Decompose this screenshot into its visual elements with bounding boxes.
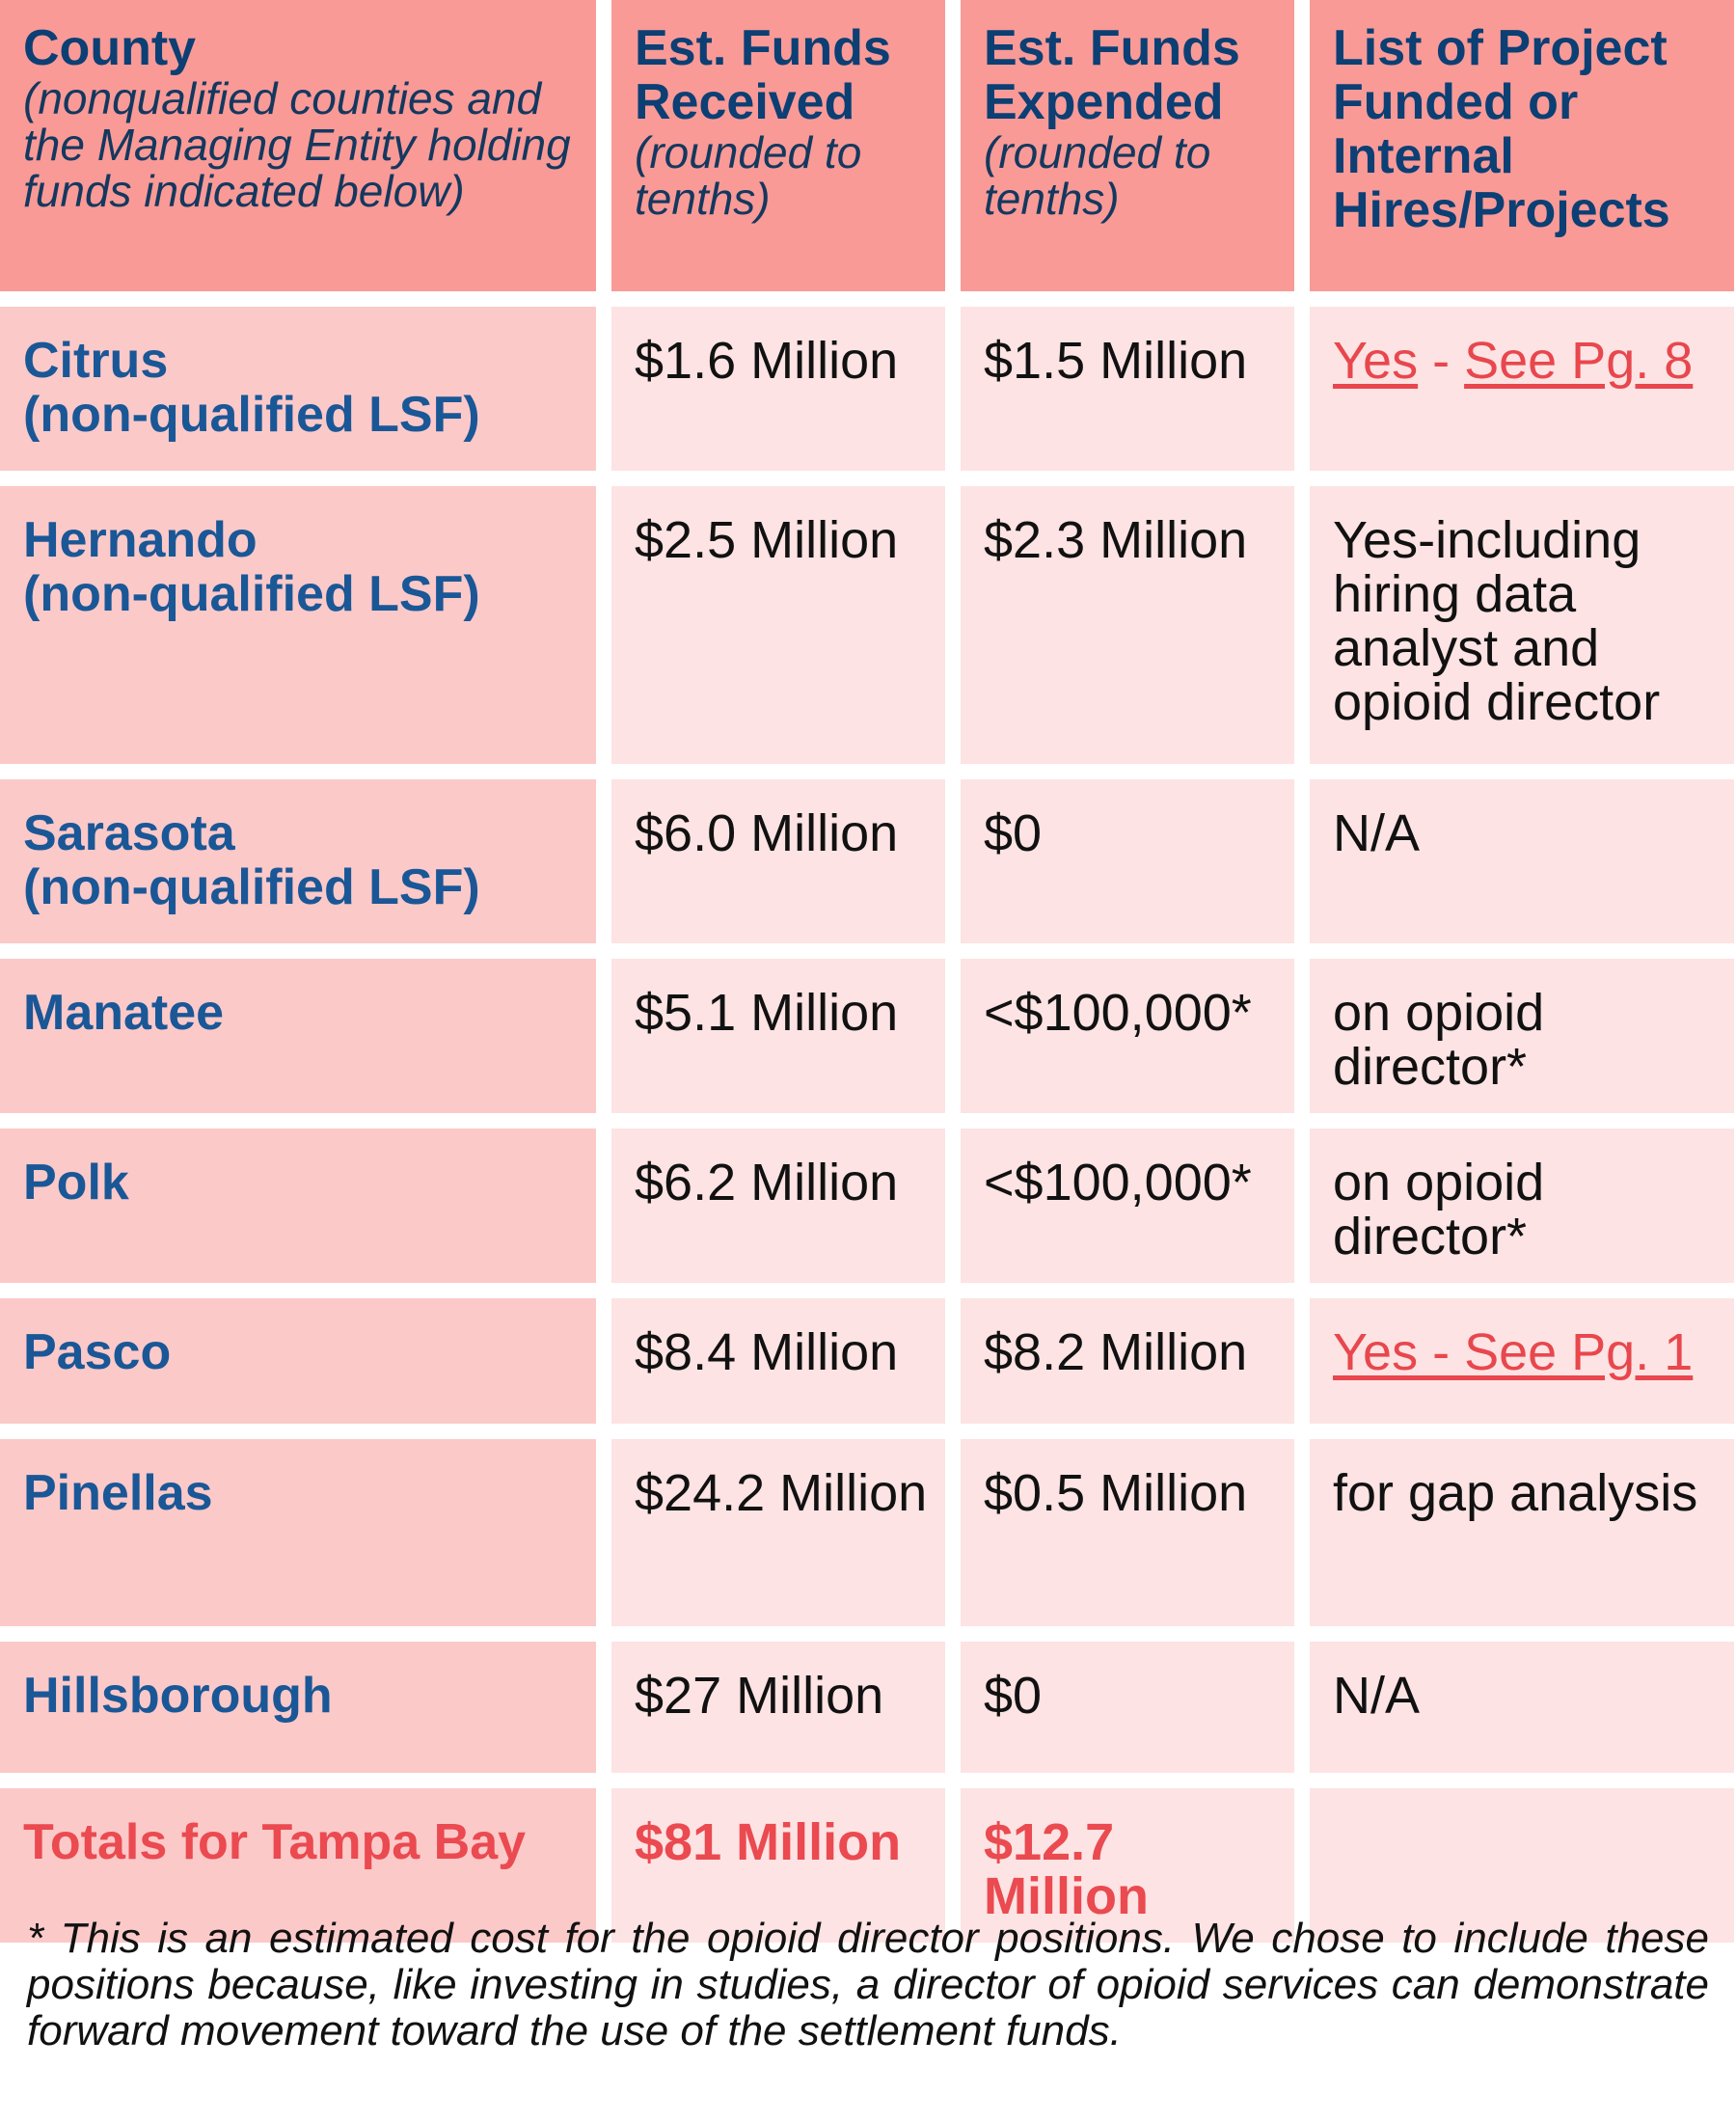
county-name: Manatee — [23, 985, 225, 1041]
header-projects-title: List of Project Funded or Internal Hires… — [1333, 20, 1670, 238]
projects-cell: Yes - See Pg. 1 — [1310, 1298, 1734, 1424]
projects-cell: N/A — [1310, 1642, 1734, 1773]
received-cell: $27 Million — [611, 1642, 945, 1773]
county-cell: Citrus (non-qualified LSF) — [0, 307, 596, 471]
header-expended-title: Est. Funds Expended — [984, 20, 1240, 130]
projects-link-yes[interactable]: Yes — [1333, 332, 1419, 390]
totals-expended: $12.7 Million — [961, 1788, 1294, 1943]
table-header-row: County (nonqualified counties and the Ma… — [0, 0, 1734, 291]
expended-cell: <$100,000* — [961, 959, 1294, 1113]
county-name: Pasco — [23, 1324, 172, 1380]
county-name: Hillsborough — [23, 1668, 333, 1724]
header-received-subtitle: (rounded to tenths) — [635, 127, 862, 224]
table-row: Polk $6.2 Million <$100,000* on opioid d… — [0, 1129, 1734, 1283]
county-cell: Hernando (non-qualified LSF) — [0, 486, 596, 764]
totals-received: $81 Million — [611, 1788, 945, 1943]
projects-link-see-page[interactable]: See Pg. 8 — [1464, 332, 1694, 390]
expended-cell: <$100,000* — [961, 1129, 1294, 1283]
table-row: Hernando (non-qualified LSF) $2.5 Millio… — [0, 486, 1734, 764]
county-cell: Manatee — [0, 959, 596, 1113]
projects-link[interactable]: Yes - See Pg. 1 — [1333, 1323, 1694, 1381]
header-projects: List of Project Funded or Internal Hires… — [1310, 0, 1734, 291]
county-cell: Pinellas — [0, 1439, 596, 1626]
projects-cell: on opioid director* — [1310, 959, 1734, 1113]
header-received-title: Est. Funds Received — [635, 20, 891, 130]
totals-projects — [1310, 1788, 1734, 1943]
header-received: Est. Funds Received (rounded to tenths) — [611, 0, 945, 291]
table-row: Pinellas $24.2 Million $0.5 Million for … — [0, 1439, 1734, 1626]
county-name: Pinellas — [23, 1465, 213, 1521]
table-row: Hillsborough $27 Million $0 N/A — [0, 1642, 1734, 1773]
county-qualifier: (non-qualified LSF) — [23, 566, 480, 622]
received-cell: $24.2 Million — [611, 1439, 945, 1626]
county-name: Hernando — [23, 512, 258, 568]
table-row: Citrus (non-qualified LSF) $1.6 Million … — [0, 307, 1734, 471]
header-expended-subtitle: (rounded to tenths) — [984, 127, 1211, 224]
county-cell: Hillsborough — [0, 1642, 596, 1773]
opioid-funds-table: County (nonqualified counties and the Ma… — [0, 0, 1734, 1943]
received-cell: $6.2 Million — [611, 1129, 945, 1283]
county-cell: Pasco — [0, 1298, 596, 1424]
header-county: County (nonqualified counties and the Ma… — [0, 0, 596, 291]
footnote: * This is an estimated cost for the opio… — [27, 1915, 1709, 2054]
header-county-title: County — [23, 20, 197, 76]
table-row: Pasco $8.4 Million $8.2 Million Yes - Se… — [0, 1298, 1734, 1424]
county-cell: Polk — [0, 1129, 596, 1283]
county-cell: Sarasota (non-qualified LSF) — [0, 779, 596, 943]
expended-cell: $0 — [961, 779, 1294, 943]
expended-cell: $8.2 Million — [961, 1298, 1294, 1424]
projects-cell: for gap analysis — [1310, 1439, 1734, 1626]
county-name: Polk — [23, 1155, 129, 1211]
expended-cell: $0.5 Million — [961, 1439, 1294, 1626]
county-qualifier: (non-qualified LSF) — [23, 859, 480, 915]
county-qualifier: (non-qualified LSF) — [23, 387, 480, 443]
projects-cell: Yes - See Pg. 8 — [1310, 307, 1734, 471]
received-cell: $2.5 Million — [611, 486, 945, 764]
received-cell: $5.1 Million — [611, 959, 945, 1113]
totals-row: Totals for Tampa Bay $81 Million $12.7 M… — [0, 1788, 1734, 1943]
projects-link-separator: - — [1418, 332, 1465, 390]
totals-label: Totals for Tampa Bay — [0, 1788, 596, 1943]
expended-cell: $1.5 Million — [961, 307, 1294, 471]
received-cell: $8.4 Million — [611, 1298, 945, 1424]
header-expended: Est. Funds Expended (rounded to tenths) — [961, 0, 1294, 291]
county-name: Sarasota — [23, 805, 235, 861]
table-row: Sarasota (non-qualified LSF) $6.0 Millio… — [0, 779, 1734, 943]
projects-cell: on opioid director* — [1310, 1129, 1734, 1283]
expended-cell: $0 — [961, 1642, 1294, 1773]
received-cell: $1.6 Million — [611, 307, 945, 471]
received-cell: $6.0 Million — [611, 779, 945, 943]
projects-cell: N/A — [1310, 779, 1734, 943]
table-row: Manatee $5.1 Million <$100,000* on opioi… — [0, 959, 1734, 1113]
expended-cell: $2.3 Million — [961, 486, 1294, 764]
projects-cell: Yes-including hiring data analyst and op… — [1310, 486, 1734, 764]
county-name: Citrus — [23, 333, 169, 389]
header-county-subtitle: (nonqualified counties and the Managing … — [23, 73, 571, 216]
